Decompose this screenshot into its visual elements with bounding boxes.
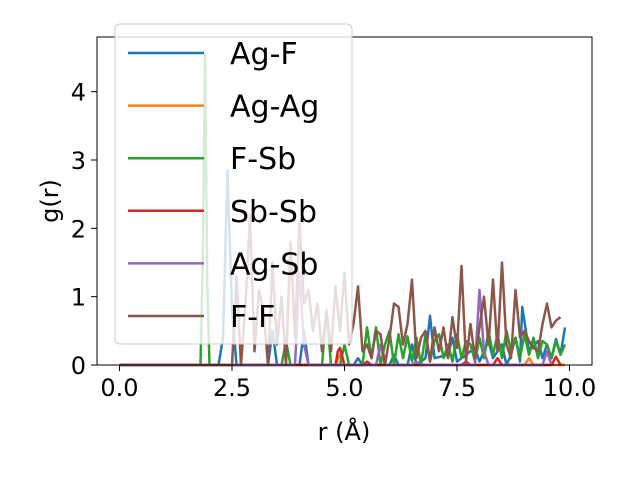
x-axis-label: r (Å) (318, 417, 371, 446)
legend-label: Sb-Sb (230, 195, 317, 230)
x-tick-label: 10.0 (543, 374, 596, 402)
legend-label: F-F (230, 300, 275, 335)
y-tick-label: 3 (71, 147, 86, 175)
y-tick-label: 0 (71, 352, 86, 380)
legend-box (114, 23, 353, 345)
y-tick-label: 4 (71, 79, 86, 107)
legend: Ag-F Ag-Ag F-Sb Sb-Sb Ag-Sb F-F (114, 23, 353, 345)
y-tick-label: 2 (71, 215, 86, 243)
legend-label: F-Sb (230, 142, 296, 177)
x-tick-label: 0.0 (100, 374, 138, 402)
legend-label: Ag-Ag (230, 90, 319, 125)
y-tick-label: 1 (71, 284, 86, 312)
x-tick-label: 7.5 (438, 374, 476, 402)
x-tick-label: 5.0 (325, 374, 363, 402)
legend-label: Ag-Sb (230, 247, 318, 282)
y-axis-label: g(r) (36, 179, 64, 223)
x-axis: 0.0 2.5 5.0 7.5 10.0 (100, 365, 596, 402)
legend-label: Ag-F (230, 37, 298, 72)
y-axis: 0 1 2 3 4 (71, 79, 97, 380)
x-tick-label: 2.5 (213, 374, 251, 402)
